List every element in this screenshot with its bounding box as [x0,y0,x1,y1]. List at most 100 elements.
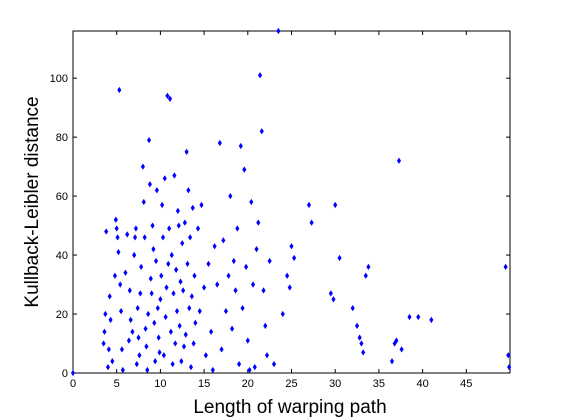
data-point [203,352,208,359]
data-point [130,328,135,335]
data-point [123,269,128,276]
data-point [503,263,508,271]
data-point [189,293,194,300]
data-point [166,260,171,268]
data-point [188,363,194,371]
data-point [226,272,231,279]
y-tick-label: 20 [56,309,68,321]
data-point [184,148,189,156]
data-point [429,316,434,324]
data-point [271,361,277,368]
data-point [136,334,141,341]
data-point [160,201,165,209]
data-point [259,128,264,135]
data-point [142,234,147,241]
data-point [119,346,125,353]
data-point [191,340,196,347]
data-point [107,293,112,300]
data-point [175,207,180,214]
data-point [280,310,285,318]
data-point [161,352,166,359]
data-point [285,272,290,279]
x-tick-label: 25 [285,378,297,390]
data-point [167,95,173,102]
data-point [155,304,160,312]
data-point [179,358,184,365]
data-point [171,290,176,297]
data-point [154,187,159,194]
data-point [256,219,261,226]
data-point [394,337,399,344]
data-point [137,352,142,359]
data-point [182,219,187,226]
data-point [264,352,270,359]
data-point [173,340,178,347]
data-point [152,319,157,327]
y-tick-label: 0 [62,368,68,380]
data-point [126,337,131,344]
data-point [144,343,149,350]
data-point [168,328,173,335]
data-point [363,272,368,279]
data-point [153,257,159,265]
data-point [233,287,238,294]
data-point [350,304,355,312]
data-point [337,254,342,262]
data-point [217,139,222,147]
data-point [247,366,252,374]
data-point [354,322,360,329]
data-point [106,346,111,353]
data-point [165,92,170,100]
data-point [252,363,257,371]
data-point [141,198,146,206]
data-point [212,243,217,250]
y-tick-label: 40 [56,250,68,262]
data-point [153,358,158,365]
data-point [507,363,512,371]
x-tick-label: 35 [373,378,385,390]
data-point [254,246,259,253]
data-point [133,225,138,232]
data-point [172,172,177,179]
data-point [164,284,169,291]
data-point [331,296,336,303]
x-tick-label: 20 [242,378,254,390]
data-point [156,334,161,341]
data-point [306,201,312,209]
data-point [158,296,163,303]
data-point [174,266,179,273]
data-point [249,198,254,206]
data-point [231,257,236,265]
data-point [238,142,243,150]
data-point [160,234,166,241]
data-point [237,361,242,368]
data-point [146,310,151,318]
data-point [407,313,412,321]
data-point [104,228,109,235]
data-point [167,225,172,232]
data-point [506,352,511,359]
data-point [223,307,229,315]
data-point [128,316,133,324]
data-point [215,281,220,288]
data-point [146,136,152,144]
y-axis-title: Kullback-Leibler distance [22,96,43,307]
data-point [118,281,123,288]
data-point [143,325,148,332]
data-point [210,366,215,374]
data-point [148,275,153,282]
data-point [157,349,162,356]
data-point [267,257,272,265]
y-tick-label: 80 [56,132,68,144]
data-point [162,175,167,182]
data-point [112,272,118,279]
data-point [101,340,106,347]
data-point [230,325,235,332]
data-point [206,260,211,268]
data-point [240,304,245,312]
data-points [70,27,512,377]
data-point [199,201,204,209]
data-point [202,284,207,291]
data-point [287,284,292,291]
